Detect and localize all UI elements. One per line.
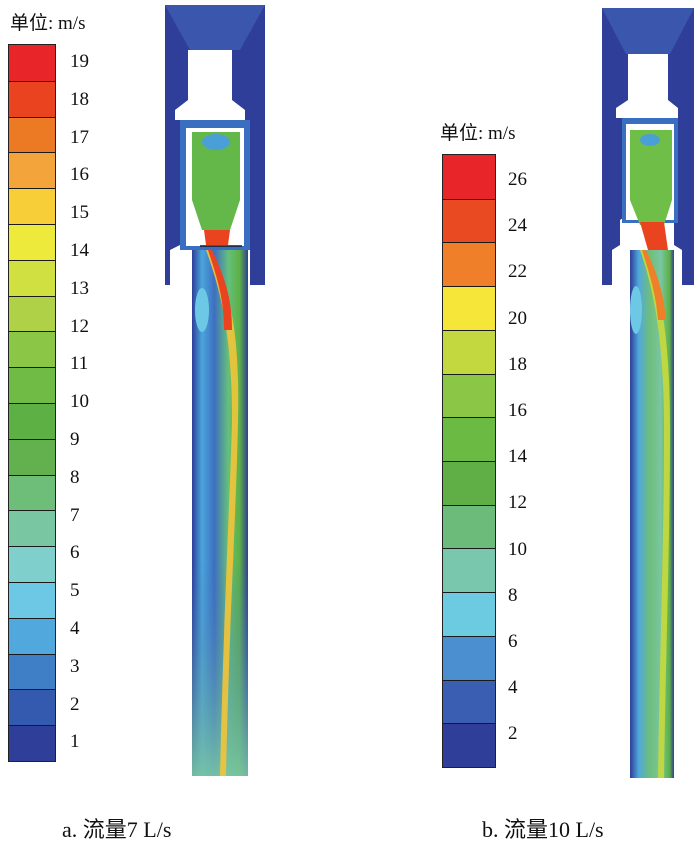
unit-label-b: 单位: m/s bbox=[440, 123, 516, 144]
legend-tick-label: 24 bbox=[508, 215, 527, 237]
legend-band bbox=[9, 510, 55, 547]
legend-band bbox=[9, 653, 55, 690]
legend-band bbox=[9, 367, 55, 403]
legend-tick-label: 4 bbox=[508, 677, 518, 699]
legend-band bbox=[443, 286, 495, 330]
legend-band bbox=[9, 259, 55, 296]
legend-band bbox=[9, 582, 55, 618]
legend-tick-label: 2 bbox=[70, 693, 80, 715]
legend-band bbox=[9, 295, 55, 332]
legend-tick-label: 6 bbox=[70, 542, 80, 564]
legend-band bbox=[443, 198, 495, 243]
legend-band bbox=[9, 689, 55, 726]
legend-tick-label: 6 bbox=[508, 631, 518, 652]
legend-tick-label: 12 bbox=[70, 315, 89, 337]
unit-label-a: 单位: m/s bbox=[10, 13, 86, 34]
velocity-contour-b bbox=[602, 8, 694, 778]
legend-tick-label: 11 bbox=[70, 353, 89, 375]
legend-band bbox=[443, 329, 495, 374]
legend-band bbox=[9, 45, 55, 81]
legend-band bbox=[443, 242, 495, 287]
legend-tick-label: 4 bbox=[70, 618, 80, 639]
legend-tick-label: 7 bbox=[70, 504, 80, 526]
legend-tick-label: 20 bbox=[508, 307, 527, 329]
legend-band bbox=[9, 725, 55, 761]
legend-band bbox=[9, 438, 55, 475]
legend-tick-label: 3 bbox=[70, 655, 80, 677]
legend-tick-label: 12 bbox=[508, 492, 527, 514]
legend-tick-label: 10 bbox=[70, 391, 89, 413]
legend-tick-label: 5 bbox=[70, 580, 80, 602]
legend-tick-label: 26 bbox=[508, 169, 527, 190]
legend-tick-label: 18 bbox=[508, 353, 527, 375]
legend-band bbox=[9, 403, 55, 439]
legend-band bbox=[9, 331, 55, 368]
caption-a: a. 流量7 L/s bbox=[62, 817, 172, 842]
caption-b: b. 流量10 L/s bbox=[482, 817, 604, 842]
legend-tick-label: 16 bbox=[70, 164, 89, 186]
color-legend-b bbox=[442, 154, 496, 768]
legend-band bbox=[9, 474, 55, 511]
legend-band bbox=[443, 461, 495, 505]
legend-band bbox=[9, 224, 55, 260]
legend-band bbox=[443, 504, 495, 549]
legend-band bbox=[443, 417, 495, 461]
legend-band bbox=[443, 723, 495, 767]
legend-tick-label: 8 bbox=[70, 466, 80, 488]
legend-tick-label: 13 bbox=[70, 277, 89, 299]
legend-band bbox=[443, 679, 495, 724]
legend-tick-label: 16 bbox=[508, 400, 527, 421]
legend-band bbox=[443, 373, 495, 418]
legend-tick-label: 10 bbox=[508, 538, 527, 560]
legend-band bbox=[443, 548, 495, 593]
legend-tick-label: 19 bbox=[70, 51, 89, 72]
legend-band bbox=[443, 592, 495, 636]
legend-band bbox=[9, 80, 55, 117]
legend-band bbox=[9, 152, 55, 189]
legend-tick-label: 8 bbox=[508, 584, 518, 606]
legend-band bbox=[443, 635, 495, 680]
legend-tick-label: 1 bbox=[70, 731, 80, 753]
legend-tick-label: 2 bbox=[508, 723, 518, 745]
legend-band bbox=[9, 617, 55, 654]
legend-tick-label: 14 bbox=[508, 446, 527, 468]
legend-band bbox=[9, 188, 55, 224]
legend-tick-label: 9 bbox=[70, 429, 80, 450]
color-legend-a bbox=[8, 44, 56, 762]
legend-tick-label: 18 bbox=[70, 88, 89, 110]
velocity-contour-a bbox=[165, 5, 265, 776]
legend-tick-label: 15 bbox=[70, 202, 89, 224]
legend-tick-label: 17 bbox=[70, 126, 89, 148]
legend-band bbox=[9, 546, 55, 582]
legend-tick-label: 14 bbox=[70, 240, 89, 261]
legend-band bbox=[9, 116, 55, 153]
legend-band bbox=[443, 155, 495, 199]
legend-tick-label: 22 bbox=[508, 261, 527, 283]
